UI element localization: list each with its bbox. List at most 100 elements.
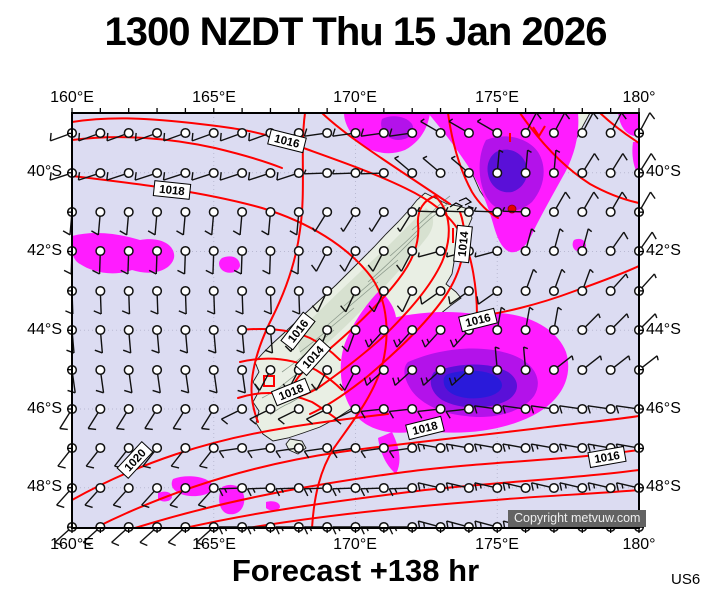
wind-barb: [303, 167, 333, 179]
wind-barb-stem: [474, 443, 494, 448]
wind-barb-tick-half: [587, 228, 593, 233]
wind-barb: [559, 482, 588, 494]
wind-barb-stem: [332, 487, 352, 490]
wind-barb-tick-half: [476, 118, 482, 123]
wind-barb-stem: [587, 443, 607, 448]
wind-barb-tick-half: [420, 118, 425, 123]
station-circle: [265, 442, 276, 454]
isobar-label-text: 1016: [594, 450, 621, 466]
wind-barb: [339, 245, 361, 272]
wind-barb-stem: [559, 443, 579, 448]
station-circle: [208, 245, 219, 257]
wind-barb-stem: [185, 334, 189, 353]
wind-barb-stem: [170, 450, 184, 467]
wind-barb-tick-full: [310, 264, 317, 272]
wind-barb-tick-full: [106, 132, 109, 141]
wind-barb-stem: [100, 334, 104, 353]
wind-barb-stem: [100, 374, 105, 393]
wind-barb: [558, 403, 588, 415]
wind-barb-tick-half: [337, 488, 341, 493]
wind-barb-tick-full: [171, 465, 180, 469]
wind-barb: [303, 127, 333, 139]
station-circle: [123, 442, 134, 454]
wind-barb-tick-full: [388, 411, 395, 419]
wind-barb: [605, 273, 629, 297]
wind-barb-stem: [446, 482, 465, 488]
station-circle: [265, 482, 276, 494]
wind-barb-stem: [332, 172, 352, 175]
wind-barb-stem: [389, 487, 408, 490]
station-circle: [605, 245, 616, 257]
station-circle: [208, 442, 219, 454]
wind-barb-stem: [296, 216, 300, 235]
wind-barb-tick-full: [91, 230, 99, 236]
wind-barb-tick-full: [191, 132, 194, 141]
wind-barb-stem: [314, 215, 326, 232]
wind-barb-stem: [502, 443, 522, 448]
wind-barb-stem: [401, 294, 412, 313]
wind-barb-stem: [616, 405, 635, 410]
wind-barb-stem: [474, 405, 494, 410]
isobar-line: [72, 136, 283, 169]
wind-barb-stem: [167, 529, 183, 543]
wind-barb: [548, 228, 564, 257]
wind-barb: [275, 442, 304, 459]
wind-barb-tick-half: [223, 488, 228, 493]
wind-barb-tick-full: [139, 541, 148, 547]
wind-barb: [548, 191, 571, 218]
wind-barb-tick-full: [191, 172, 194, 181]
wind-barb-tick-half: [555, 149, 561, 153]
wind-barb: [548, 268, 566, 297]
wind-barb-stem: [220, 133, 239, 142]
wind-barb: [87, 403, 106, 431]
wind-barb-tick-full: [558, 443, 563, 452]
station-circle: [463, 442, 474, 454]
wind-barb: [246, 482, 276, 497]
station-circle: [463, 403, 474, 415]
wind-barb-tick-full: [237, 389, 246, 394]
lat-label-left: 48°S: [27, 478, 62, 495]
wind-barb-tick-full: [311, 305, 318, 313]
station-circle: [378, 285, 389, 297]
wind-barb-stem: [163, 133, 182, 142]
wind-barb-stem: [420, 120, 438, 132]
wind-barb-tick-full: [303, 488, 309, 497]
wind-barb: [476, 118, 503, 139]
wind-barb: [394, 155, 418, 179]
wind-barb-tick-half: [425, 377, 429, 382]
wind-barb: [169, 482, 191, 509]
wind-barb-stem: [115, 412, 128, 429]
station-circle: [152, 403, 163, 415]
wind-barb: [290, 245, 304, 275]
wind-barb-tick-full: [473, 443, 478, 452]
wind-barb-tick-full: [134, 132, 137, 141]
wind-barb-stem: [553, 150, 557, 169]
lon-label-top: 175°E: [475, 89, 519, 106]
wind-barb-tick-full: [360, 128, 365, 137]
wind-barb: [473, 403, 503, 415]
rain-area: [72, 233, 175, 274]
wind-barb: [191, 127, 219, 142]
wind-barb-stem: [641, 313, 656, 328]
wind-barb: [548, 149, 561, 179]
station-circle: [322, 364, 333, 376]
wind-barb: [142, 442, 163, 469]
station-circle: [605, 127, 616, 139]
wind-barb-tick-half: [527, 149, 532, 153]
wind-barb-tick-full: [246, 488, 252, 497]
wind-barb-stem: [502, 405, 522, 410]
lon-label-top: 180°: [622, 89, 656, 106]
wind-barb-stem: [144, 412, 156, 429]
wind-barb: [341, 324, 361, 353]
station-circle: [180, 167, 191, 179]
wind-barb-tick-full: [162, 172, 166, 181]
wind-barb-stem: [270, 334, 274, 353]
station-circle: [322, 167, 333, 179]
wind-barb-tick-half: [599, 355, 603, 361]
wind-barb-tick-full: [78, 132, 81, 141]
wind-barb-stem: [496, 150, 500, 169]
wind-barb: [393, 324, 418, 348]
wind-barb-tick-full: [558, 405, 563, 414]
isobar-line: [72, 117, 639, 318]
wind-barb-tick-half: [474, 252, 477, 258]
